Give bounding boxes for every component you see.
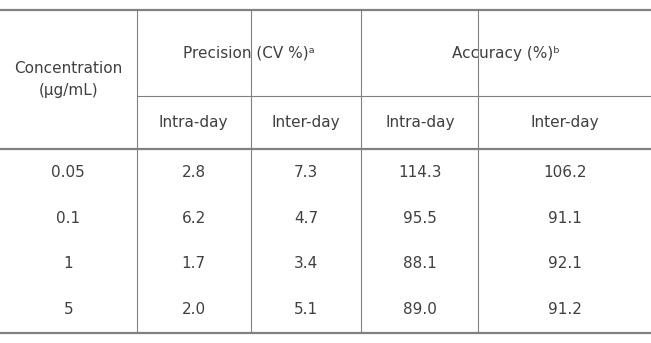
Text: 2.8: 2.8 [182, 165, 206, 180]
Text: 3.4: 3.4 [294, 257, 318, 271]
Text: 95.5: 95.5 [403, 211, 437, 225]
Text: Concentration
(μg/mL): Concentration (μg/mL) [14, 61, 122, 98]
Text: 91.1: 91.1 [547, 211, 582, 225]
Text: 106.2: 106.2 [543, 165, 587, 180]
Text: 5: 5 [64, 302, 73, 317]
Text: 4.7: 4.7 [294, 211, 318, 225]
Text: Precision (CV %)ᵃ: Precision (CV %)ᵃ [183, 46, 315, 61]
Text: Inter-day: Inter-day [271, 115, 340, 130]
Text: 7.3: 7.3 [294, 165, 318, 180]
Text: 92.1: 92.1 [547, 257, 582, 271]
Text: 2.0: 2.0 [182, 302, 206, 317]
Text: 91.2: 91.2 [547, 302, 582, 317]
Text: 6.2: 6.2 [182, 211, 206, 225]
Text: 89.0: 89.0 [403, 302, 437, 317]
Text: 1.7: 1.7 [182, 257, 206, 271]
Text: Accuracy (%)ᵇ: Accuracy (%)ᵇ [452, 46, 560, 61]
Text: 0.05: 0.05 [51, 165, 85, 180]
Text: Intra-day: Intra-day [159, 115, 229, 130]
Text: 0.1: 0.1 [56, 211, 81, 225]
Text: Inter-day: Inter-day [531, 115, 599, 130]
Text: 88.1: 88.1 [403, 257, 437, 271]
Text: 114.3: 114.3 [398, 165, 441, 180]
Text: Intra-day: Intra-day [385, 115, 454, 130]
Text: 1: 1 [64, 257, 73, 271]
Text: 5.1: 5.1 [294, 302, 318, 317]
